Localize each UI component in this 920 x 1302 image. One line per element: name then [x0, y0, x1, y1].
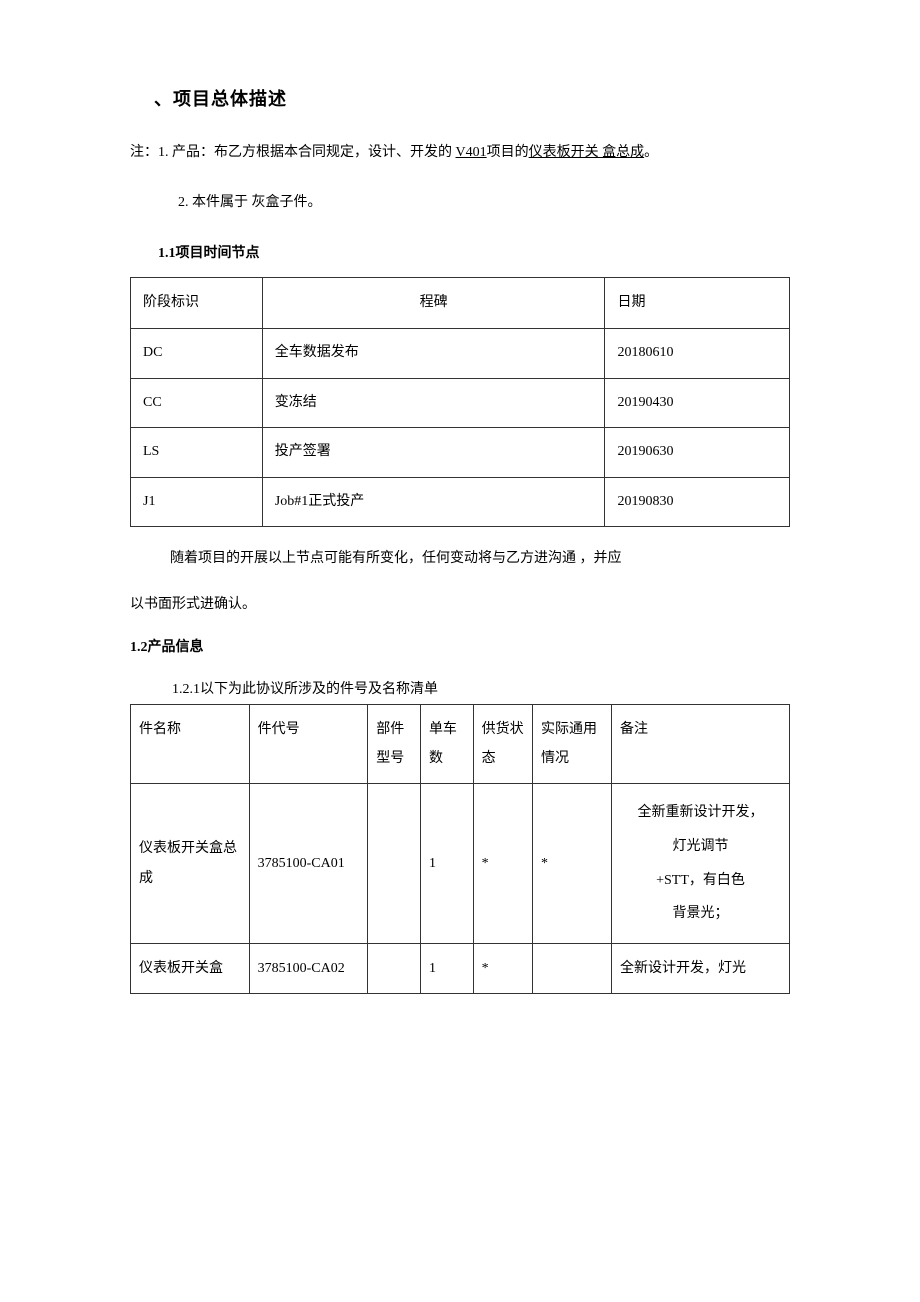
cell-phase: CC [131, 378, 263, 427]
cell-name: 投产签署 [262, 428, 605, 477]
cell-date: 20190630 [605, 428, 790, 477]
product-header-qty: 单车数 [420, 704, 473, 784]
cell-phase: LS [131, 428, 263, 477]
milestone-table: 阶段标识 程碑 日期 DC 全车数据发布 20180610 CC 变冻结 201… [130, 277, 790, 527]
cell-supply: * [473, 784, 532, 943]
cell-name: 仪表板开关盒总成 [131, 784, 250, 943]
cell-code: 3785100-CA02 [249, 943, 368, 993]
milestone-header-date: 日期 [605, 277, 790, 328]
product-table: 件名称 件代号 部件型号 单车数 供货状态 实际通用情况 备注 仪表板开关盒总成… [130, 704, 790, 995]
cell-phase: DC [131, 329, 263, 378]
cell-qty: 1 [420, 784, 473, 943]
cell-code: 3785100-CA01 [249, 784, 368, 943]
cell-date: 20190430 [605, 378, 790, 427]
product-header-model: 部件型号 [368, 704, 421, 784]
cell-remark: 全新重新设计开发，灯光调节+STT，有白色背景光； [612, 784, 790, 943]
milestone-header-phase: 阶段标识 [131, 277, 263, 328]
cell-usage [532, 943, 611, 993]
cell-model [368, 943, 421, 993]
note-2: 2. 本件属于 灰盒子件。 [178, 192, 790, 214]
table-row: J1 Job#1正式投产 20190830 [131, 477, 790, 526]
section-1-heading: 1.1项目时间节点 [158, 243, 790, 265]
cell-model [368, 784, 421, 943]
cell-usage: * [532, 784, 611, 943]
note1-product: 仪表板开关 盒总成 [529, 145, 645, 160]
product-header-remark: 备注 [612, 704, 790, 784]
table-header-row: 件名称 件代号 部件型号 单车数 供货状态 实际通用情况 备注 [131, 704, 790, 784]
cell-name: Job#1正式投产 [262, 477, 605, 526]
paragraph-1-line1: 随着项目的开展以上节点可能有所变化，任何变动将与乙方进沟通 ，并应 [142, 545, 790, 573]
section-2-heading: 1.2产品信息 [130, 637, 790, 659]
product-header-name: 件名称 [131, 704, 250, 784]
note1-prefix: 注：1. 产品：布乙方根据本合同规定，设计、开发的 [130, 145, 456, 160]
product-header-usage: 实际通用情况 [532, 704, 611, 784]
table-row: 仪表板开关盒 3785100-CA02 1 * 全新设计开发，灯光 [131, 943, 790, 993]
cell-qty: 1 [420, 943, 473, 993]
note-1: 注：1. 产品：布乙方根据本合同规定，设计、开发的 V401项目的仪表板开关 盒… [130, 142, 790, 164]
section-2-sub: 1.2.1以下为此协议所涉及的件号及名称清单 [172, 679, 790, 701]
table-row: 仪表板开关盒总成 3785100-CA01 1 * * 全新重新设计开发，灯光调… [131, 784, 790, 943]
cell-name: 变冻结 [262, 378, 605, 427]
page-title: 、项目总体描述 [154, 85, 790, 114]
note1-suffix: 。 [644, 145, 658, 160]
table-header-row: 阶段标识 程碑 日期 [131, 277, 790, 328]
cell-name: 仪表板开关盒 [131, 943, 250, 993]
note1-mid: 项目的 [487, 145, 529, 160]
table-row: DC 全车数据发布 20180610 [131, 329, 790, 378]
note1-project: V401 [456, 145, 487, 160]
product-header-code: 件代号 [249, 704, 368, 784]
milestone-header-name: 程碑 [262, 277, 605, 328]
table-row: CC 变冻结 20190430 [131, 378, 790, 427]
cell-supply: * [473, 943, 532, 993]
cell-remark: 全新设计开发，灯光 [612, 943, 790, 993]
cell-phase: J1 [131, 477, 263, 526]
cell-date: 20190830 [605, 477, 790, 526]
paragraph-1-line2: 以书面形式进确认。 [130, 591, 790, 619]
table-row: LS 投产签署 20190630 [131, 428, 790, 477]
cell-name: 全车数据发布 [262, 329, 605, 378]
product-header-supply: 供货状态 [473, 704, 532, 784]
cell-date: 20180610 [605, 329, 790, 378]
